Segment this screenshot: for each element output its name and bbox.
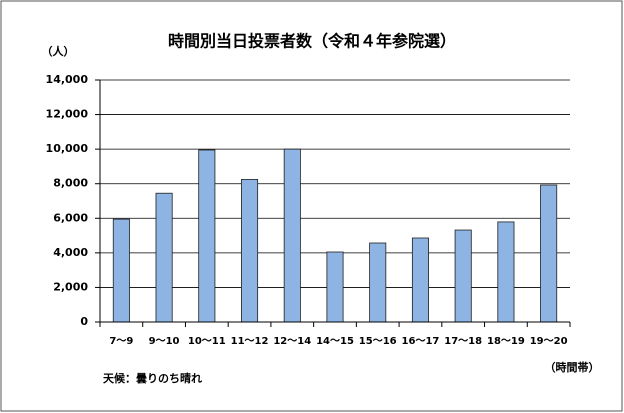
x-axis-label: （時間帯） <box>545 360 600 374</box>
bar <box>369 242 387 323</box>
y-tick-label: 14,000 <box>46 73 89 86</box>
bar <box>112 218 130 323</box>
chart-title: 時間別当日投票者数（令和４年参院選） <box>168 32 456 51</box>
x-tick-label: 7〜9 <box>109 336 133 347</box>
y-tick-label: 4,000 <box>53 246 88 259</box>
bar <box>540 184 558 323</box>
bar <box>454 229 472 323</box>
x-tick-label: 17〜18 <box>444 336 482 347</box>
y-axis-label: （人） <box>42 44 75 58</box>
x-tick-label: 15〜16 <box>359 336 397 347</box>
x-tick-label: 19〜20 <box>530 336 568 347</box>
bar <box>497 221 515 323</box>
bar <box>326 251 344 323</box>
bar <box>411 237 429 323</box>
x-tick-label: 9〜10 <box>149 336 180 347</box>
x-tick-label: 11〜12 <box>231 336 269 347</box>
bar <box>155 192 173 323</box>
x-tick-label: 14〜15 <box>316 336 354 347</box>
x-tick-label: 16〜17 <box>402 336 440 347</box>
y-tick-label: 2,000 <box>53 280 88 293</box>
x-tick-label: 12〜14 <box>273 336 311 347</box>
y-tick-label: 6,000 <box>53 211 88 224</box>
y-tick-label: 0 <box>80 315 88 328</box>
y-tick-label: 10,000 <box>46 142 89 155</box>
note: 天候：曇りのち晴れ <box>103 371 202 385</box>
x-tick-label: 10〜11 <box>188 336 226 347</box>
x-tick-label: 18〜19 <box>487 336 525 347</box>
bar <box>283 148 301 323</box>
bar <box>241 178 259 323</box>
y-tick-label: 8,000 <box>53 177 88 190</box>
y-tick-label: 12,000 <box>46 108 89 121</box>
bar <box>198 149 216 323</box>
